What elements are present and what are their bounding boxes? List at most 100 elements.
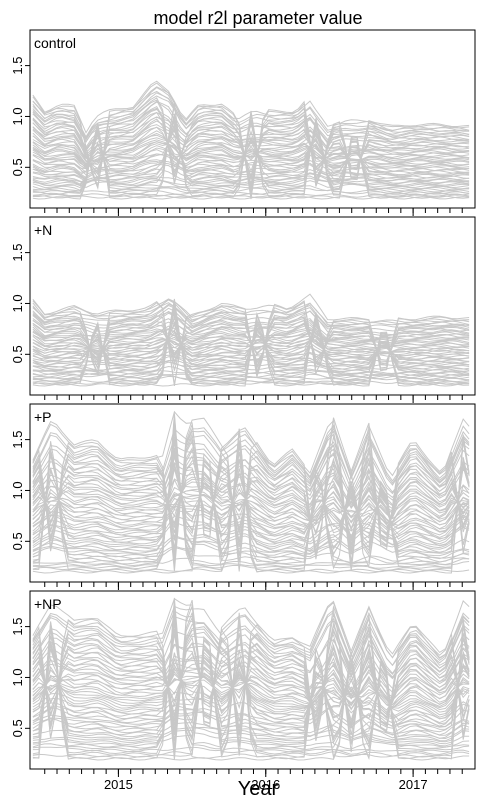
series-lines [32,597,470,761]
series-line [32,424,470,564]
series-line [32,344,470,365]
series-line [32,673,470,709]
series-lines [32,293,470,387]
series-line [32,677,470,709]
panel-label: +NP [34,596,62,612]
panel-N-group: +N 0.5 1.0 1.5 [10,216,476,403]
series-line [32,628,470,739]
series-line [32,80,470,200]
series-line [32,335,470,370]
panel-label: +P [34,409,52,425]
series-line [32,458,470,553]
series-line [32,468,470,537]
series-line [32,478,470,532]
series-line [32,421,470,567]
series-line [32,663,470,716]
series-line [32,482,470,533]
series-line [32,102,470,197]
series-line [32,343,470,367]
series-line [32,293,470,386]
series-line [32,605,470,753]
series-line [32,90,470,185]
y-tick-label: 1.0 [10,294,25,312]
series-line [32,638,470,723]
series-line [32,118,470,170]
series-line [32,626,470,753]
series-line [32,128,470,180]
series-line [32,128,470,186]
series-line [32,302,470,375]
series-line [32,654,470,729]
series-line [32,657,470,720]
series-line [32,651,470,725]
y-tick-label: 0.5 [10,345,25,363]
y-tick-label: 0.5 [10,158,25,176]
series-line [32,413,470,571]
y-tick-label: 1.5 [10,431,25,449]
series-line [32,100,470,143]
y-tick-label: 1.5 [10,244,25,262]
series-lines [32,80,470,200]
series-line [32,617,470,747]
series-line [32,107,470,181]
series-line [32,428,470,573]
series-line [32,649,470,730]
series-line [32,97,470,186]
y-tick-label: 1.0 [10,668,25,686]
y-tick-label: 1.5 [10,618,25,636]
series-line [32,497,470,543]
series-line [32,484,470,530]
series-lines [32,410,470,574]
series-line [32,95,470,140]
series-line [32,478,470,530]
series-line [32,410,470,571]
x-axis-label: Year [238,778,279,800]
y-tick-label: 1.5 [10,57,25,75]
y-tick-label: 0.5 [10,532,25,550]
panel-frame [29,29,476,209]
series-line [32,642,470,742]
y-tick-label: 1.0 [10,481,25,499]
series-line [32,656,470,734]
series-line [32,597,470,756]
series-line [32,655,470,723]
x-tick-label: 2015 [104,777,133,792]
series-line [32,481,470,540]
series-line [32,673,470,710]
series-line [32,454,470,546]
series-line [32,648,470,745]
panel-frame [29,216,476,396]
y-tick-label: 0.5 [10,719,25,737]
x-tick-label: 2016 [251,777,280,792]
series-line [32,111,470,178]
series-line [32,92,470,189]
series-line [32,673,470,740]
series-line [32,505,470,533]
series-line [32,336,470,357]
panel-P-group: +P 0.5 1.0 1.5 [10,403,476,590]
panel-frame [29,403,476,583]
series-line [32,123,470,182]
panel-label: +N [34,222,52,238]
series-line [32,464,470,558]
panel-control-group: control 0.5 1.0 1.5 [10,29,476,216]
series-line [32,665,470,718]
series-line [32,130,470,163]
panel-label: control [34,35,76,51]
series-line [32,667,470,713]
panel-frame [29,590,476,770]
series-line [32,599,470,761]
series-line [32,622,470,743]
panel-NP-group: +NP 0.5 1.0 1.5 2015 2016 2017 [10,590,476,792]
series-line [32,662,470,700]
series-line [32,616,470,757]
series-line [32,416,470,570]
panels-group: control0.51.01.5+N0.51.01.5+P0.51.01.5+N… [10,29,476,792]
series-line [32,145,470,169]
series-line [32,476,470,525]
chart-title: model r2l parameter value [153,8,362,28]
series-line [32,447,470,550]
series-line [32,454,470,560]
x-tick-label: 2017 [399,777,428,792]
